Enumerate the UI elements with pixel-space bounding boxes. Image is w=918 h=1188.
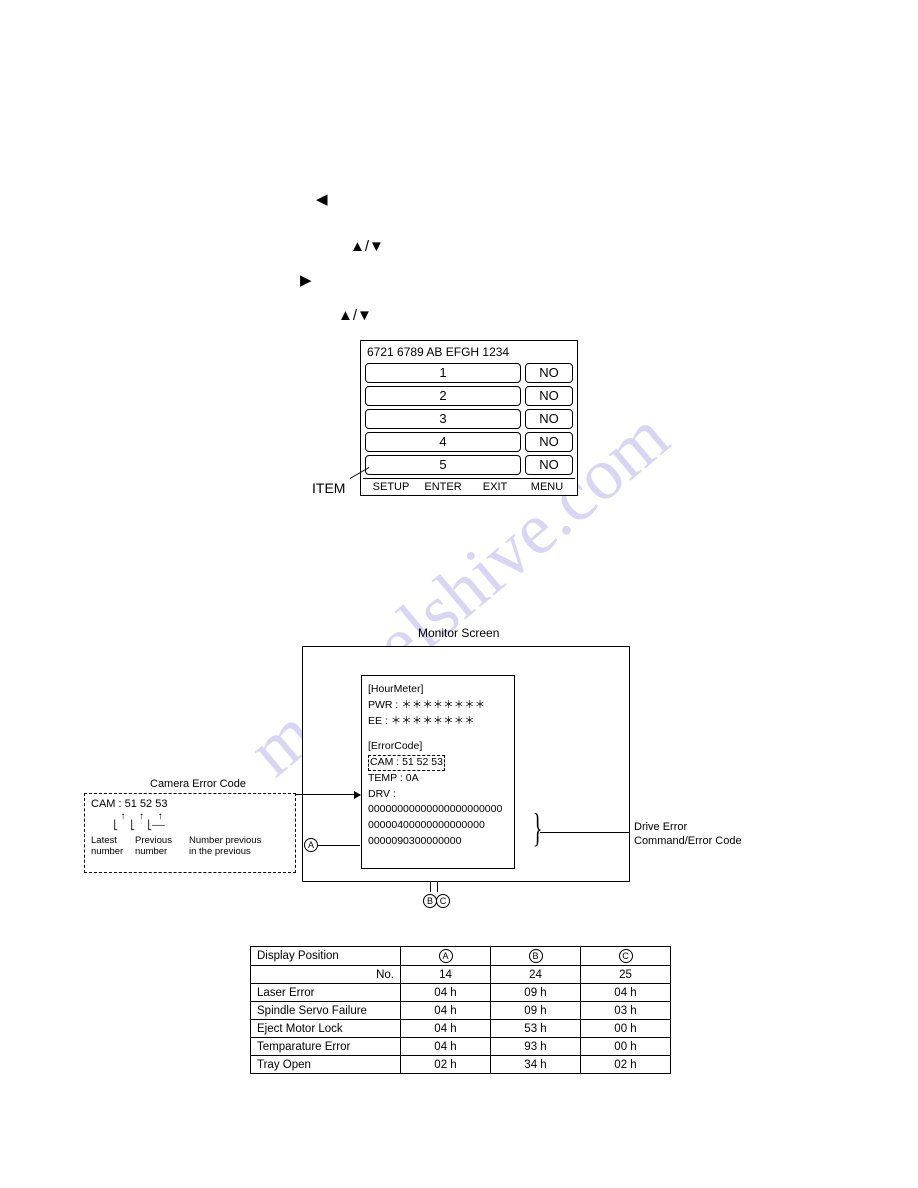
cam-lbl-latest-b: number (91, 846, 123, 857)
drv-seq-1: 00000000000000000000000 (368, 802, 508, 818)
no-val: 24 (491, 966, 581, 984)
lcd-item: 5 (365, 455, 521, 475)
cell: 04 h (401, 1020, 491, 1038)
lcd-softkey: MENU (521, 481, 573, 493)
lcd-header: 6721 6789 AB EFGH 1234 (363, 343, 575, 361)
cam-box-brackets: ⎣ ⎣ ⎣── (91, 820, 289, 831)
cell: 34 h (491, 1056, 581, 1074)
cell: 04 h (401, 984, 491, 1002)
row-name: Eject Motor Lock (251, 1020, 401, 1038)
drive-error-brace: } (533, 814, 543, 842)
arrow-up-down-2: ▲/▼ (338, 307, 372, 324)
cam-lbl-numprev-b: in the previous (189, 846, 251, 857)
no-header: No. (251, 966, 401, 984)
lcd-panel: 6721 6789 AB EFGH 1234 1NO 2NO 3NO 4NO 5… (360, 340, 578, 496)
col-circled-c: C (619, 949, 633, 963)
lcd-value: NO (525, 455, 573, 475)
monitor-outer: [HourMeter] PWR : ＊＊＊＊＊＊＊＊ EE : ＊＊＊＊＊＊＊＊… (302, 646, 630, 882)
col-circled-b: B (529, 949, 543, 963)
cell: 02 h (401, 1056, 491, 1074)
no-val: 25 (581, 966, 671, 984)
row-name: Laser Error (251, 984, 401, 1002)
drv-seq-3: 0000090300000000 (368, 834, 508, 850)
monitor-inner: [HourMeter] PWR : ＊＊＊＊＊＊＊＊ EE : ＊＊＊＊＊＊＊＊… (361, 675, 515, 869)
lcd-item: 3 (365, 409, 521, 429)
lcd-rows: 1NO 2NO 3NO 4NO 5NO (363, 361, 575, 475)
lcd-item: 1 (365, 363, 521, 383)
camera-code-box: CAM : 51 52 53 ↑ ↑ ↑ ⎣ ⎣ ⎣── Latest numb… (84, 793, 296, 873)
row-name: Tray Open (251, 1056, 401, 1074)
lcd-softkey: EXIT (469, 481, 521, 493)
lcd-value: NO (525, 386, 573, 406)
arrow-up-down-1: ▲/▼ (350, 238, 384, 255)
cam-line: CAM : 51 52 53 (368, 755, 445, 771)
cam-lbl-prev-b: number (135, 846, 167, 857)
cell: 03 h (581, 1002, 671, 1020)
top-arrow-block: ◀ ▲/▼ ▶ ▲/▼ (280, 190, 384, 350)
lcd-footer: SETUP ENTER EXIT MENU (363, 478, 575, 495)
hourmeter-header: [HourMeter] (368, 682, 508, 698)
cam-box-header: CAM : 51 52 53 (91, 798, 289, 810)
cell: 09 h (491, 984, 581, 1002)
cell: 09 h (491, 1002, 581, 1020)
lcd-item: 4 (365, 432, 521, 452)
cell: 00 h (581, 1020, 671, 1038)
monitor-title: Monitor Screen (418, 626, 499, 640)
lcd-value: NO (525, 432, 573, 452)
cell: 02 h (581, 1056, 671, 1074)
cell: 93 h (491, 1038, 581, 1056)
errorcode-header: [ErrorCode] (368, 739, 508, 755)
item-label: ITEM (312, 480, 345, 496)
cell: 04 h (401, 1038, 491, 1056)
cam-lbl-prev-a: Previous (135, 835, 172, 846)
camera-error-code-label: Camera Error Code (150, 778, 246, 790)
pwr-line: PWR : ＊＊＊＊＊＊＊＊ (368, 698, 508, 714)
drive-error-line (540, 832, 630, 833)
ee-line: EE : ＊＊＊＊＊＊＊＊ (368, 714, 508, 730)
lcd-value: NO (525, 363, 573, 383)
b-pointer-line (430, 882, 431, 892)
circled-b: B (423, 894, 437, 908)
col-circled-a: A (439, 949, 453, 963)
row-name: Spindle Servo Failure (251, 1002, 401, 1020)
circled-bc: BC (423, 892, 449, 908)
error-table: Display Position A B C No. 14 24 25 Lase… (250, 946, 671, 1074)
circled-c: C (436, 894, 450, 908)
cam-lbl-latest-a: Latest (91, 835, 117, 846)
drive-error-label: Drive Error Command/Error Code (634, 820, 742, 849)
page: manuelshive.com ◀ ▲/▼ ▶ ▲/▼ 6721 6789 AB… (0, 0, 918, 1188)
a-pointer-line (318, 845, 360, 846)
drv-seq-2: 00000400000000000000 (368, 818, 508, 834)
lcd-item: 2 (365, 386, 521, 406)
circled-a: A (304, 838, 318, 852)
lcd-softkey: ENTER (417, 481, 469, 493)
arrow-left: ◀ (316, 190, 384, 208)
temp-line: TEMP : 0A (368, 771, 508, 787)
cell: 00 h (581, 1038, 671, 1056)
cam-lbl-numprev-a: Number previous (189, 835, 261, 846)
cell: 04 h (401, 1002, 491, 1020)
no-val: 14 (401, 966, 491, 984)
arrow-right: ▶ (300, 272, 312, 289)
lcd-value: NO (525, 409, 573, 429)
cell: 04 h (581, 984, 671, 1002)
row-name: Temparature Error (251, 1038, 401, 1056)
drv-line: DRV : (368, 787, 508, 803)
display-position-header: Display Position (251, 947, 401, 966)
c-pointer-line (437, 882, 438, 892)
lcd-softkey: SETUP (365, 481, 417, 493)
cell: 53 h (491, 1020, 581, 1038)
